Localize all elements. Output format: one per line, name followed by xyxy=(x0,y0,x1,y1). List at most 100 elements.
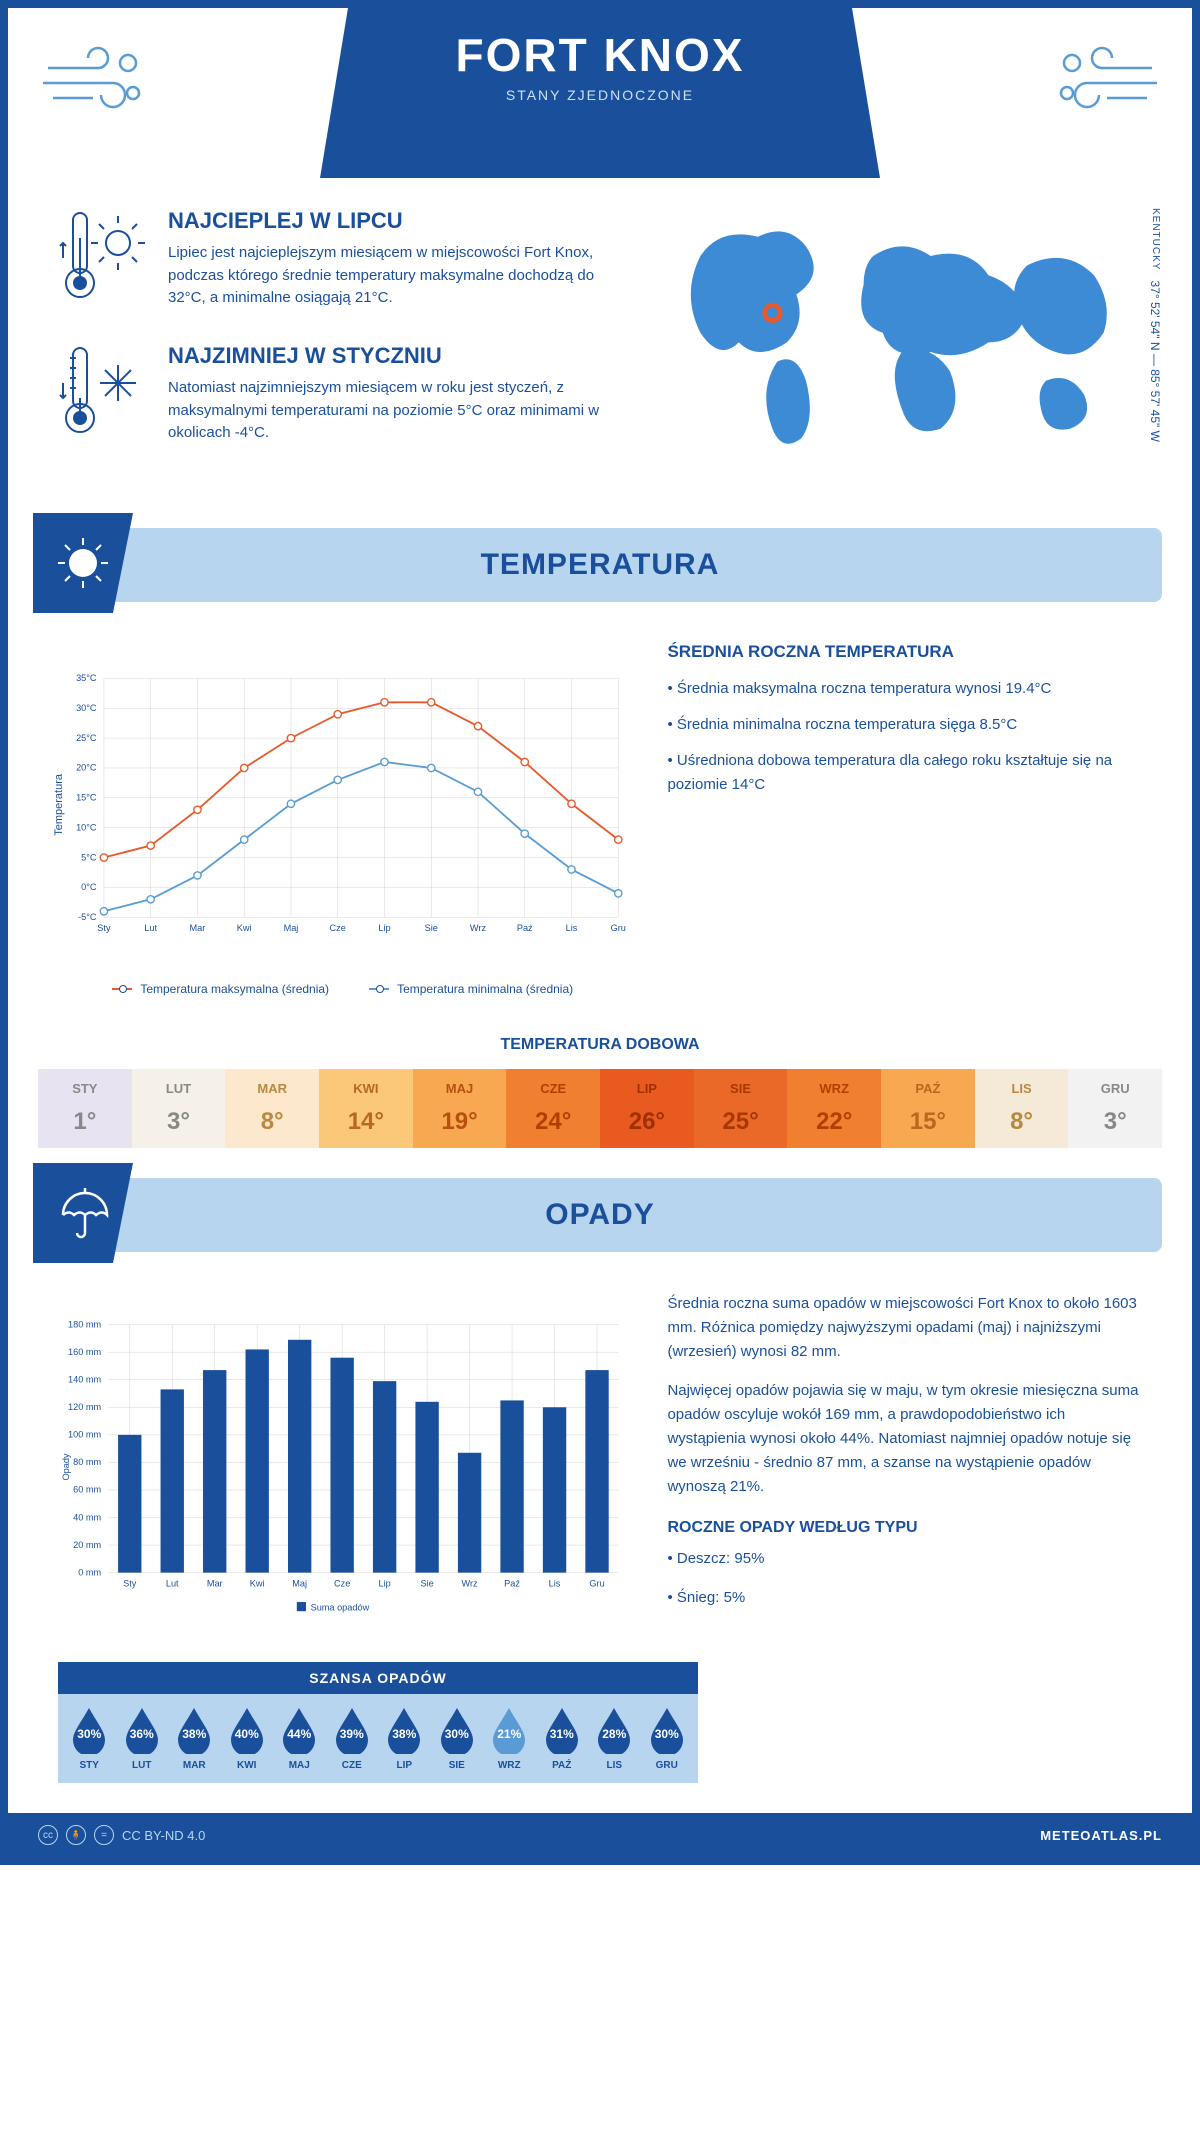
thermometer-cold-icon xyxy=(58,343,148,448)
chance-cell: 30% SIE xyxy=(431,1706,484,1771)
chance-cell: 28% LIS xyxy=(588,1706,641,1771)
precipitation-header: OPADY xyxy=(38,1178,1162,1252)
svg-text:Mar: Mar xyxy=(190,923,206,933)
coordinates: KENTUCKY 37° 52' 54" N — 85° 57' 45" W xyxy=(1148,208,1162,442)
summary-bullet: • Średnia maksymalna roczna temperatura … xyxy=(667,677,1142,701)
svg-text:30°C: 30°C xyxy=(76,703,97,713)
nd-icon: = xyxy=(94,1825,114,1845)
coldest-block: NAJZIMNIEJ W STYCZNIU Natomiast najzimni… xyxy=(58,343,622,448)
svg-text:Sty: Sty xyxy=(97,923,111,933)
daily-cell: MAR 8° xyxy=(225,1069,319,1148)
chance-title: SZANSA OPADÓW xyxy=(58,1662,698,1694)
wind-icon xyxy=(1042,38,1162,123)
temperature-title: TEMPERATURA xyxy=(58,548,1142,582)
svg-text:60 mm: 60 mm xyxy=(73,1485,101,1495)
svg-text:Lip: Lip xyxy=(379,1578,391,1588)
daily-cell: LUT 3° xyxy=(132,1069,226,1148)
daily-cell: STY 1° xyxy=(38,1069,132,1148)
svg-text:100 mm: 100 mm xyxy=(68,1430,101,1440)
warmest-title: NAJCIEPLEJ W LIPCU xyxy=(168,208,622,234)
svg-text:Opady: Opady xyxy=(61,1453,71,1480)
daily-cell: MAJ 19° xyxy=(413,1069,507,1148)
precipitation-title: OPADY xyxy=(58,1198,1142,1232)
chance-cell: 30% STY xyxy=(63,1706,116,1771)
daily-cell: LIP 26° xyxy=(600,1069,694,1148)
svg-text:120 mm: 120 mm xyxy=(68,1402,101,1412)
precip-p1: Średnia roczna suma opadów w miejscowośc… xyxy=(667,1292,1142,1364)
svg-text:25°C: 25°C xyxy=(76,733,97,743)
svg-text:Lut: Lut xyxy=(166,1578,179,1588)
warmest-text: Lipiec jest najcieplejszym miesiącem w m… xyxy=(168,242,622,310)
summary-bullet: • Uśredniona dobowa temperatura dla całe… xyxy=(667,749,1142,797)
svg-text:15°C: 15°C xyxy=(76,793,97,803)
svg-text:Kwi: Kwi xyxy=(250,1578,265,1588)
coldest-text: Natomiast najzimniejszym miesiącem w rok… xyxy=(168,377,622,445)
footer: cc 🧍 = CC BY-ND 4.0 METEOATLAS.PL xyxy=(8,1813,1192,1857)
temperature-header: TEMPERATURA xyxy=(38,528,1162,602)
type-bullet: • Śnieg: 5% xyxy=(667,1586,1142,1610)
svg-text:0 mm: 0 mm xyxy=(78,1567,101,1577)
title-banner: FORT KNOX STANY ZJEDNOCZONE xyxy=(320,8,880,178)
svg-text:Lut: Lut xyxy=(144,923,157,933)
chance-cell: 38% LIP xyxy=(378,1706,431,1771)
svg-text:Lip: Lip xyxy=(378,923,390,933)
precip-type-title: ROCZNE OPADY WEDŁUG TYPU xyxy=(667,1519,1142,1537)
chance-cell: 40% KWI xyxy=(221,1706,274,1771)
page-subtitle: STANY ZJEDNOCZONE xyxy=(360,87,840,103)
svg-text:Maj: Maj xyxy=(284,923,299,933)
svg-text:0°C: 0°C xyxy=(81,882,97,892)
wind-icon xyxy=(38,38,158,123)
legend-item: Temperatura maksymalna (średnia) xyxy=(112,982,329,996)
daily-cell: WRZ 22° xyxy=(787,1069,881,1148)
summary-title: ŚREDNIA ROCZNA TEMPERATURA xyxy=(667,642,1142,662)
svg-text:Gru: Gru xyxy=(589,1578,604,1588)
thermometer-hot-icon xyxy=(58,208,148,313)
chart-legend: Temperatura maksymalna (średnia) Temperat… xyxy=(58,982,627,996)
svg-text:10°C: 10°C xyxy=(76,822,97,832)
svg-text:Lis: Lis xyxy=(549,1578,561,1588)
chance-cell: 38% MAR xyxy=(168,1706,221,1771)
daily-cell: KWI 14° xyxy=(319,1069,413,1148)
brand: METEOATLAS.PL xyxy=(1040,1828,1162,1843)
license: cc 🧍 = CC BY-ND 4.0 xyxy=(38,1825,205,1845)
cc-icon: cc xyxy=(38,1825,58,1845)
svg-text:5°C: 5°C xyxy=(81,852,97,862)
svg-text:Paź: Paź xyxy=(517,923,533,933)
coldest-title: NAJZIMNIEJ W STYCZNIU xyxy=(168,343,622,369)
svg-text:Lis: Lis xyxy=(566,923,578,933)
precipitation-summary: Średnia roczna suma opadów w miejscowośc… xyxy=(667,1292,1142,1642)
svg-text:Cze: Cze xyxy=(330,923,346,933)
daily-cell: GRU 3° xyxy=(1068,1069,1162,1148)
daily-temp-table: STY 1° LUT 3° MAR 8° KWI 14° MAJ 19° CZE… xyxy=(38,1069,1162,1148)
precipitation-chance-table: SZANSA OPADÓW 30% STY 36% LUT 38% MAR xyxy=(58,1662,698,1783)
daily-cell: PAŹ 15° xyxy=(881,1069,975,1148)
legend-item: Temperatura minimalna (średnia) xyxy=(369,982,573,996)
svg-text:Mar: Mar xyxy=(207,1578,223,1588)
temperature-line-chart: Temperatura -5°C0°C5°C10°C15°C20°C25°C30… xyxy=(58,642,627,996)
daily-cell: SIE 25° xyxy=(694,1069,788,1148)
summary-bullet: • Średnia minimalna roczna temperatura s… xyxy=(667,713,1142,737)
precip-p2: Najwięcej opadów pojawia się w maju, w t… xyxy=(667,1379,1142,1499)
intro-section: NAJCIEPLEJ W LIPCU Lipiec jest najcieple… xyxy=(8,178,1192,508)
daily-cell: CZE 24° xyxy=(506,1069,600,1148)
umbrella-icon xyxy=(33,1163,133,1263)
svg-text:Kwi: Kwi xyxy=(237,923,252,933)
svg-text:Gru: Gru xyxy=(611,923,626,933)
chance-cell: 30% GRU xyxy=(641,1706,694,1771)
header: FORT KNOX STANY ZJEDNOCZONE xyxy=(8,8,1192,178)
svg-text:-5°C: -5°C xyxy=(78,912,97,922)
page-title: FORT KNOX xyxy=(360,28,840,82)
sun-icon xyxy=(33,513,133,613)
svg-text:Maj: Maj xyxy=(292,1578,307,1588)
type-bullet: • Deszcz: 95% xyxy=(667,1547,1142,1571)
chance-cell: 21% WRZ xyxy=(483,1706,536,1771)
svg-text:Paź: Paź xyxy=(504,1578,520,1588)
svg-text:40 mm: 40 mm xyxy=(73,1512,101,1522)
temperature-summary: ŚREDNIA ROCZNA TEMPERATURA • Średnia mak… xyxy=(667,642,1142,996)
warmest-block: NAJCIEPLEJ W LIPCU Lipiec jest najcieple… xyxy=(58,208,622,313)
precipitation-bar-chart: 0 mm20 mm40 mm60 mm80 mm100 mm120 mm140 … xyxy=(58,1292,627,1642)
chance-cell: 31% PAŹ xyxy=(536,1706,589,1771)
svg-text:140 mm: 140 mm xyxy=(68,1375,101,1385)
svg-text:80 mm: 80 mm xyxy=(73,1457,101,1467)
world-map: KENTUCKY 37° 52' 54" N — 85° 57' 45" W xyxy=(662,208,1142,478)
